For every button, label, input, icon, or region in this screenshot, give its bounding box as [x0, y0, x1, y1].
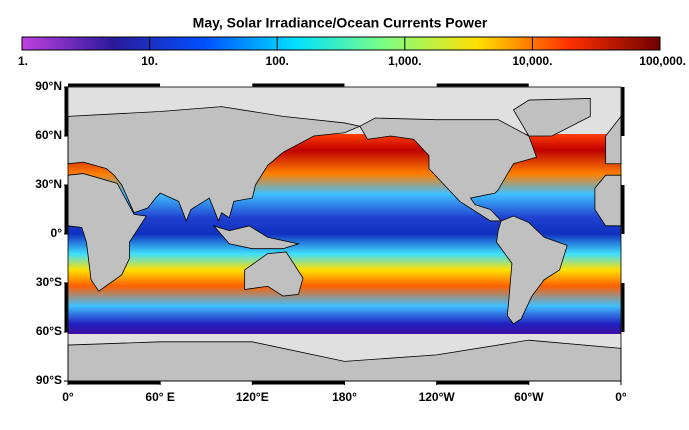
land-south-america: [496, 215, 568, 325]
lon-tick-label: 180°: [332, 390, 357, 404]
colorbar-tick-label: 100,000.: [639, 54, 686, 68]
land-north-america: [359, 117, 538, 222]
land-australia: [244, 251, 304, 297]
colorbar-tick-label: 10.: [141, 54, 158, 68]
lon-tick-label: 0°: [615, 390, 627, 404]
land-greenland: [512, 98, 591, 137]
lon-tick-label: 120°W: [419, 390, 456, 404]
lat-tick-label: 30°N: [35, 177, 62, 191]
lat-tick-label: 30°S: [36, 275, 62, 289]
land-africa: [67, 173, 148, 292]
map: 0° 60° E 120°E 180° 120°W 60°W 0° 90°N 60°N 30°N 0…: [35, 79, 627, 404]
land-indonesia: [212, 225, 300, 250]
title: May, Solar Irradiance/Ocean Currents Pow…: [193, 15, 488, 31]
lon-tick-label: 60° E: [145, 390, 174, 404]
land-eurasia: [67, 106, 362, 223]
lat-tick-label: 0°: [51, 226, 63, 240]
lon-tick-label: 0°: [62, 390, 74, 404]
colorbar-tick-label: 1.: [18, 54, 28, 68]
lat-tick-label: 60°S: [36, 324, 62, 338]
colorbar-gradient: [21, 36, 661, 51]
colorbar: 1. 10. 100. 1,000. 10,000. 100,000.: [18, 36, 686, 68]
lon-tick-label: 120°E: [236, 390, 269, 404]
lat-tick-label: 60°N: [35, 128, 62, 142]
lon-tick-label: 60°W: [514, 390, 544, 404]
colorbar-tick-label: 1,000.: [388, 54, 421, 68]
lat-tick-label: 90°N: [35, 79, 62, 93]
colorbar-tick-label: 100.: [266, 54, 289, 68]
lat-tick-label: 90°S: [36, 373, 62, 387]
colorbar-tick-label: 10,000.: [512, 54, 552, 68]
